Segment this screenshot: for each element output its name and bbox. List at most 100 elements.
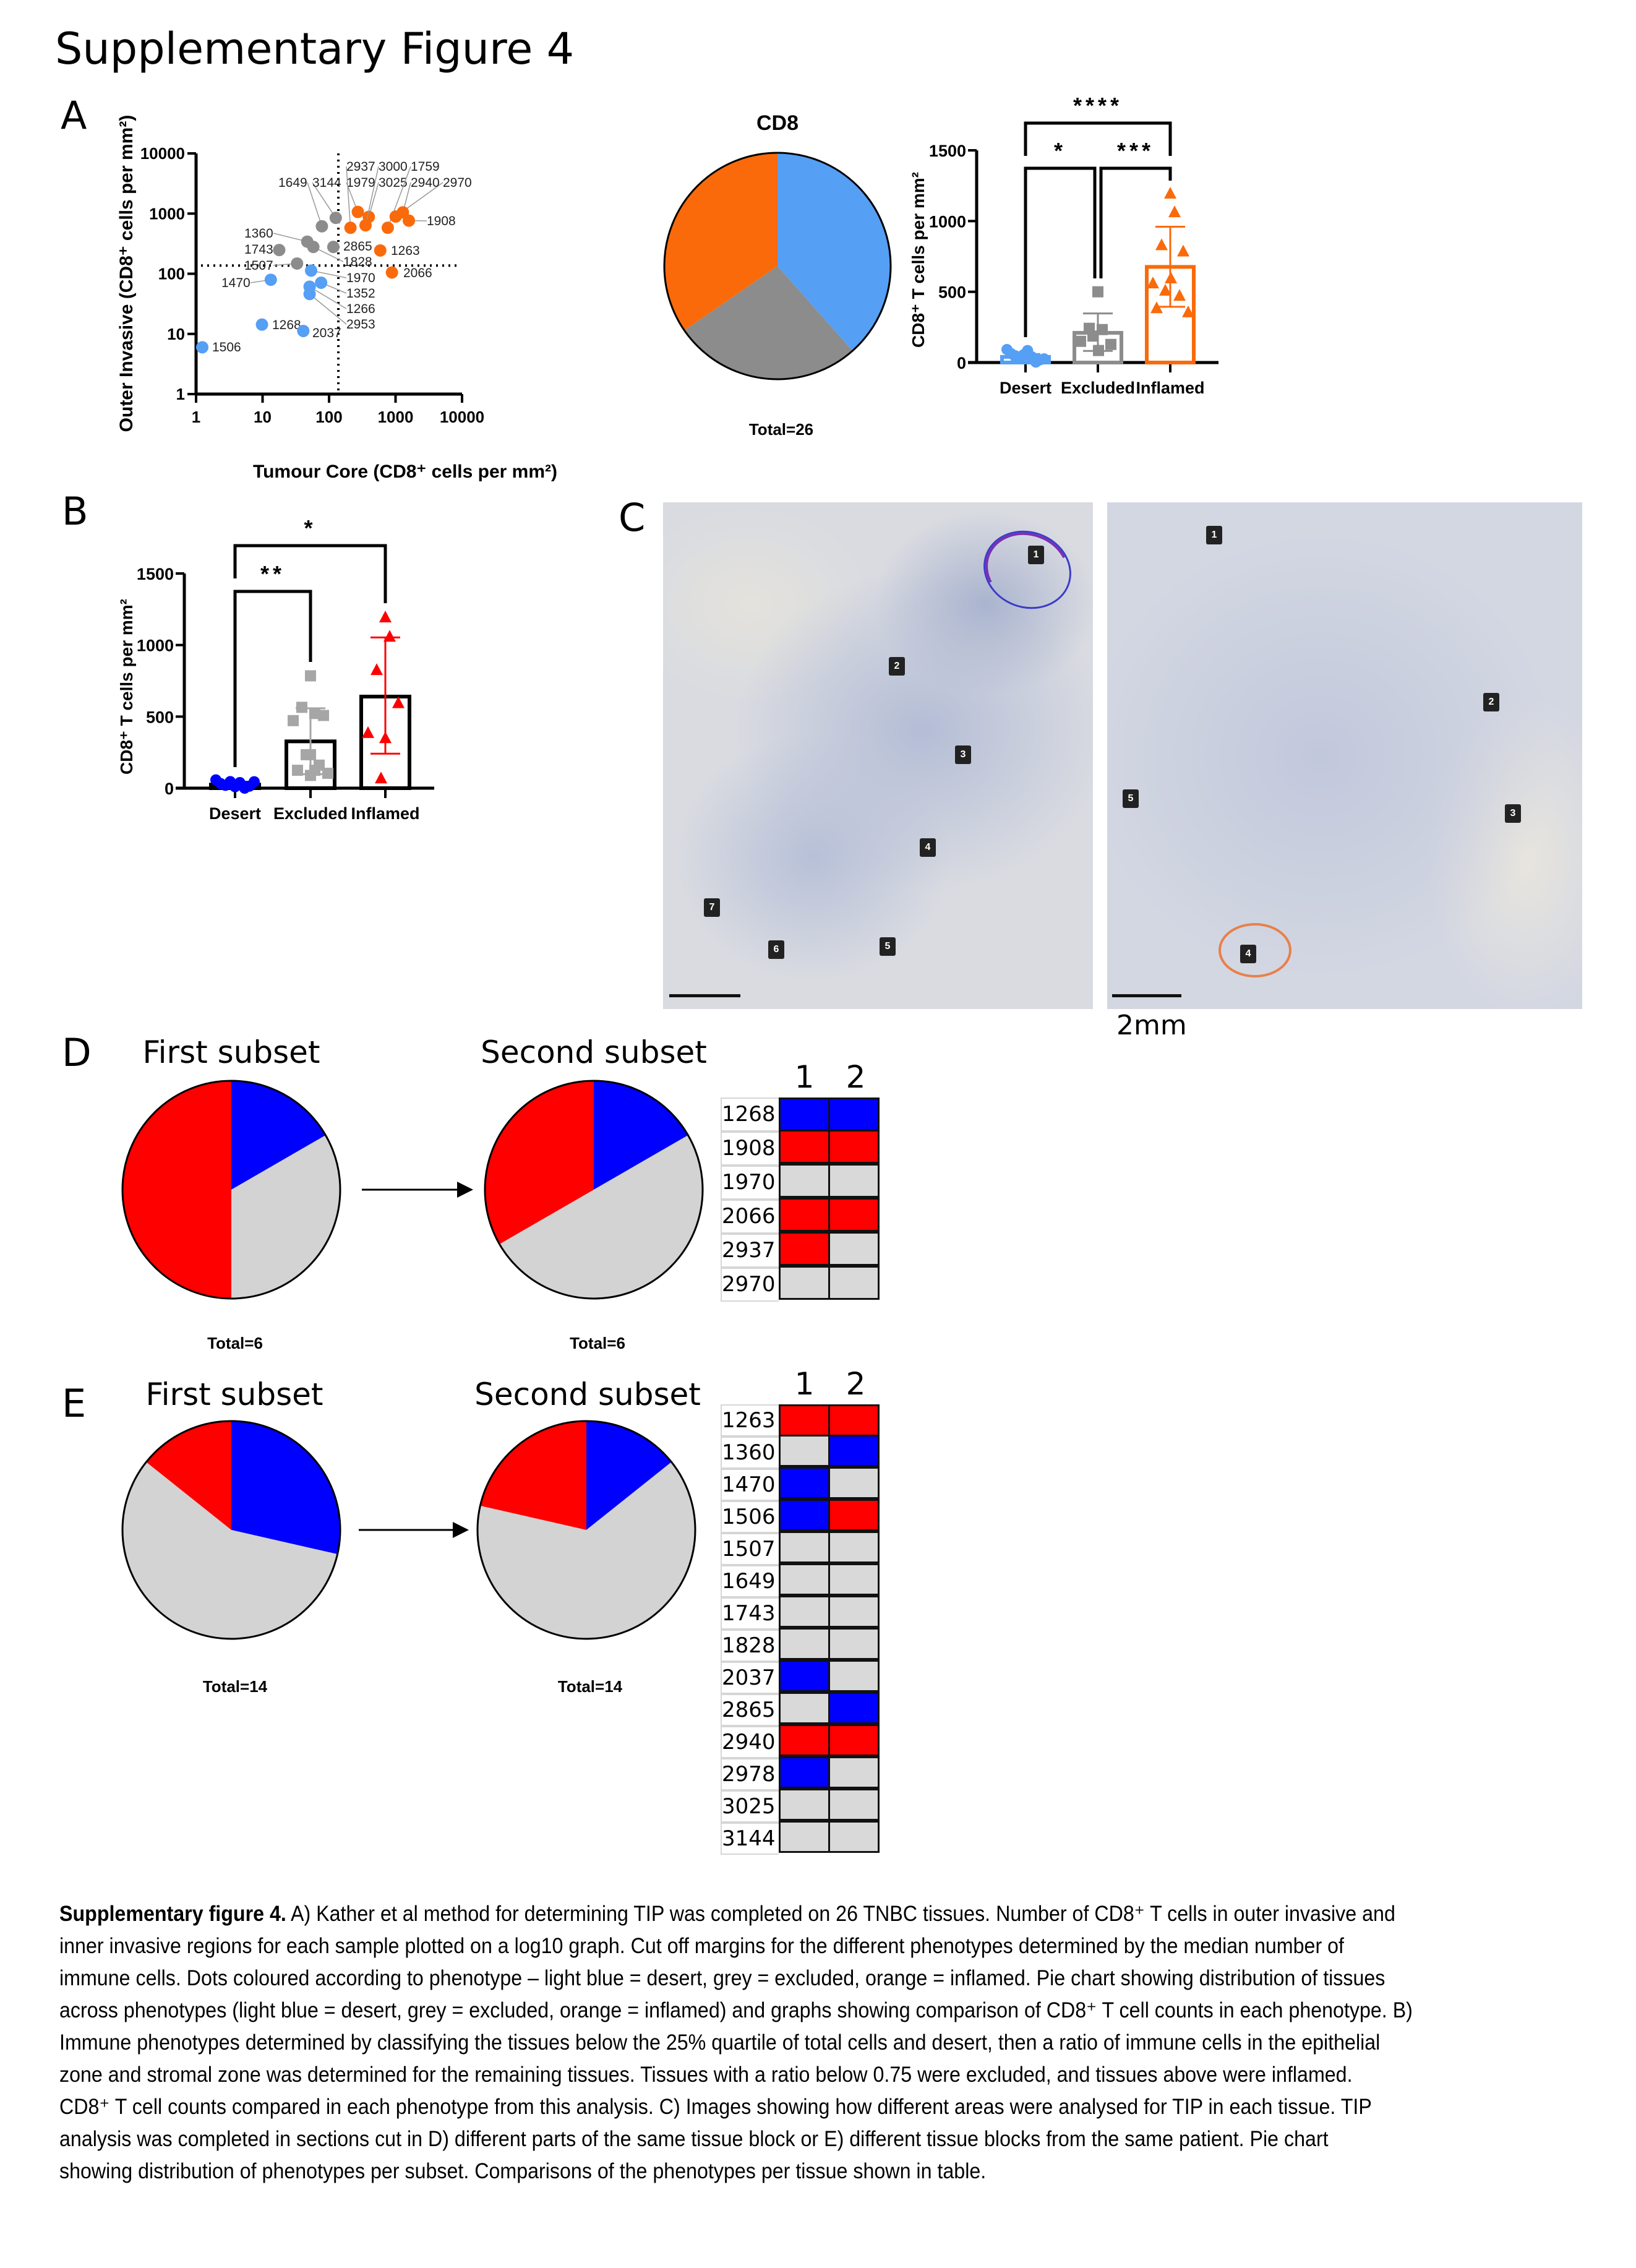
data-point (288, 715, 299, 726)
data-point (1155, 238, 1168, 251)
table-row: 2865 (721, 1692, 880, 1726)
scatter-point (381, 221, 394, 234)
tissue-id: 2937 (721, 1234, 779, 1268)
significance-bracket (233, 544, 387, 603)
table-row: 1263 (721, 1404, 880, 1437)
tissue-id: 1908 (721, 1132, 779, 1166)
phenotype-cell-inflamed (828, 1130, 880, 1164)
data-point (1097, 324, 1108, 335)
pie-slice-desert (231, 1421, 340, 1555)
scale-bar-label: 2mm (1116, 1010, 1187, 1041)
point-label: 1266 (346, 302, 375, 316)
pie-total-label: Total=6 (570, 1334, 625, 1352)
label-leader-line (307, 182, 323, 227)
y-tick-label: 1500 (137, 565, 174, 583)
significance-label: * (304, 515, 316, 541)
scatter-point (304, 264, 317, 277)
significance-label: *** (1117, 138, 1154, 163)
data-point (1147, 277, 1159, 289)
caption-line: Immune phenotypes determined by classify… (59, 2030, 1381, 2055)
y-tick-label: 10 (167, 325, 185, 343)
x-tick-label: 100 (315, 408, 342, 426)
scatter-point (196, 341, 209, 354)
pie-slice-excluded (122, 1462, 338, 1639)
pie-slice-excluded (499, 1135, 703, 1299)
data-point (1159, 283, 1171, 296)
x-tick-label: 1 (192, 408, 200, 426)
y-tick-label: 500 (146, 708, 174, 726)
tissue-id: 2865 (721, 1694, 779, 1726)
figure-title: Supplementary Figure 4 (55, 24, 575, 74)
region-marker: 1 (1206, 526, 1222, 544)
point-label: 1263 (391, 244, 420, 258)
table-row: 1828 (721, 1628, 880, 1662)
y-tick-label: 10000 (140, 144, 185, 163)
phenotype-cell-inflamed (828, 1198, 880, 1232)
data-point (1173, 289, 1186, 301)
scatter-point (344, 221, 357, 234)
d-first-subset-title: First subset (142, 1034, 320, 1070)
point-label: 3025 (379, 176, 408, 190)
arrow-head-icon (457, 1182, 473, 1198)
data-point (383, 630, 396, 642)
phenotype-cell-excluded (828, 1596, 880, 1628)
phenotype-cell-excluded (828, 1266, 880, 1300)
caption-lead: Supplementary figure 4. (59, 1902, 286, 1926)
caption-line: inner invasive regions for each sample p… (59, 1934, 1344, 1958)
scatter-point (403, 214, 416, 227)
scale-bar (669, 994, 740, 997)
region-marker: 5 (1123, 789, 1139, 808)
point-label: 3144 (312, 176, 341, 190)
phenotype-cell-inflamed (828, 1404, 880, 1437)
phenotype-cell-desert (828, 1435, 880, 1467)
table-row: 1649 (721, 1563, 880, 1597)
point-label: 1507 (244, 259, 273, 273)
y-tick-label: 1 (176, 385, 185, 403)
significance-bracket (1024, 166, 1097, 337)
data-point (249, 776, 260, 788)
data-point (1092, 286, 1103, 298)
tissue-id: 1360 (721, 1437, 779, 1469)
data-point (392, 696, 405, 708)
data-point (1182, 305, 1194, 317)
phenotype-cell-excluded (779, 1692, 830, 1724)
significance-label: * (1054, 138, 1066, 163)
significance-label: ** (260, 561, 285, 586)
data-point (379, 611, 392, 623)
y-tick-label: 100 (158, 265, 185, 283)
scatter-point (385, 266, 398, 279)
data-point (1164, 186, 1176, 199)
pie-slice-inflamed (485, 1081, 594, 1244)
scatter-point (303, 288, 316, 301)
region-marker: 7 (704, 898, 720, 917)
phenotype-cell-inflamed (779, 1232, 830, 1266)
point-label: 1908 (427, 214, 456, 228)
point-label: 1360 (244, 226, 273, 241)
table-row: 2037 (721, 1660, 880, 1694)
pie-slice-excluded (684, 266, 853, 379)
scatter-point (359, 219, 372, 232)
tissue-id: 2940 (721, 1726, 779, 1758)
pie-slice-desert (777, 153, 891, 351)
caption-line: immune cells. Dots coloured according to… (59, 1966, 1385, 1990)
tissue-id: 1507 (721, 1533, 779, 1565)
scatter-point (329, 212, 342, 225)
phenotype-cell-excluded (779, 1563, 830, 1596)
point-label: 1506 (212, 340, 241, 354)
region-marker: 3 (955, 745, 971, 764)
tissue-id: 2978 (721, 1758, 779, 1790)
pie-outline (484, 1080, 704, 1300)
point-label: 1470 (221, 276, 251, 290)
table-row: 1506 (721, 1499, 880, 1533)
caption-line: across phenotypes (light blue = desert, … (59, 1998, 1413, 2022)
table-row: 2937 (721, 1232, 880, 1268)
table-row: 3025 (721, 1789, 880, 1823)
tissue-id: 3025 (721, 1790, 779, 1823)
tissue-id: 1470 (721, 1469, 779, 1501)
data-point (309, 765, 320, 776)
point-label: 1979 (346, 176, 375, 190)
y-tick-label: 1000 (929, 212, 966, 231)
tissue-id: 1268 (721, 1097, 779, 1132)
significance-bracket (233, 590, 312, 767)
